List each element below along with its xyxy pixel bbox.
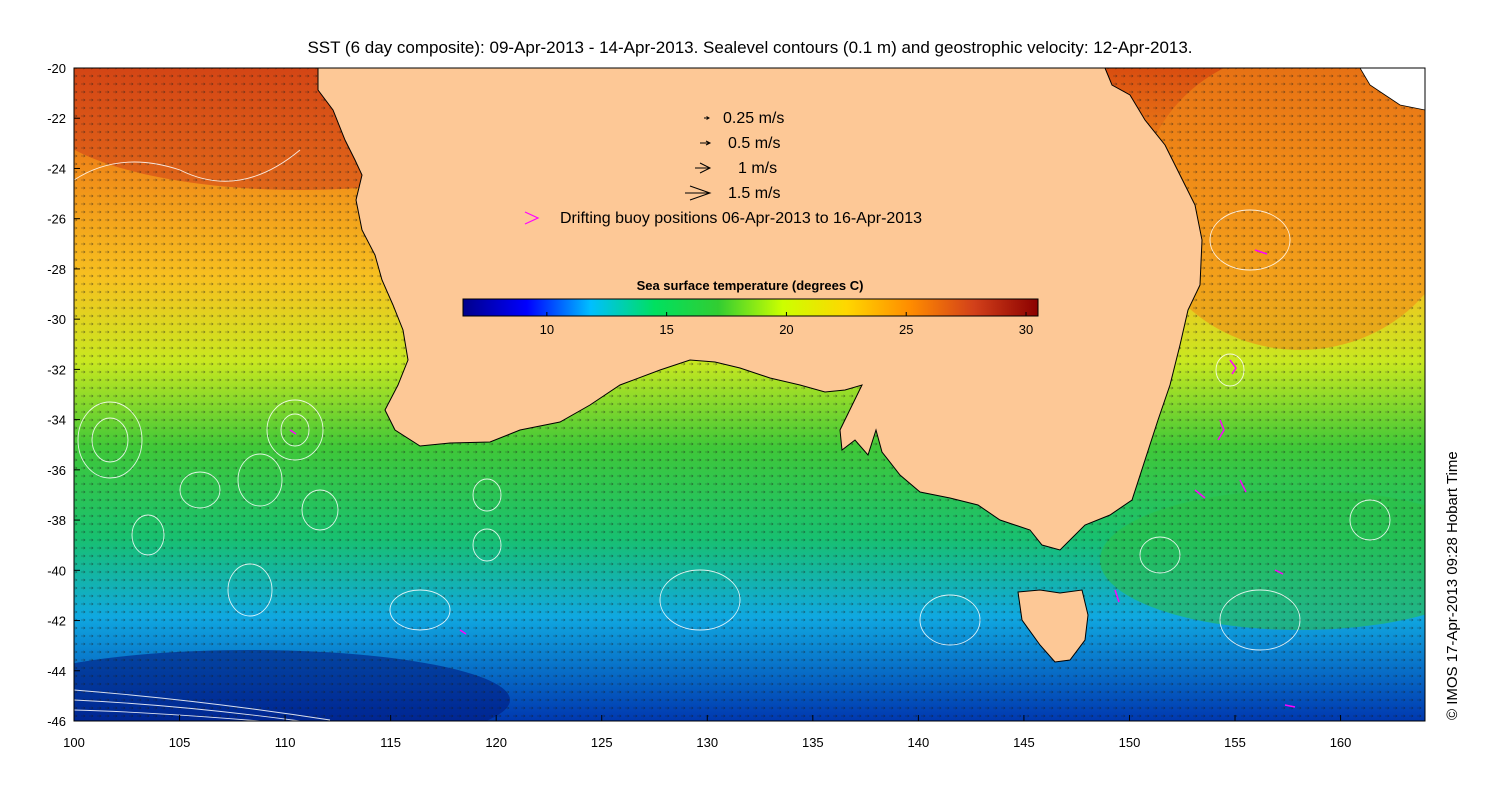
colorbar-title: Sea surface temperature (degrees C) bbox=[637, 278, 864, 293]
y-tick-label: -30 bbox=[47, 312, 66, 327]
colorbar-gradient bbox=[462, 298, 1039, 317]
drifting-buoy-tracks bbox=[289, 249, 1296, 708]
legend-label-025: 0.25 m/s bbox=[723, 110, 784, 127]
legend-arrow-025 bbox=[704, 116, 710, 120]
y-tick-label: -46 bbox=[47, 714, 66, 729]
y-tick-label: -36 bbox=[47, 463, 66, 478]
colorbar-tick-label: 30 bbox=[1019, 322, 1033, 337]
x-tick-label: 160 bbox=[1330, 735, 1352, 750]
legend-buoy-label: Drifting buoy positions 06-Apr-2013 to 1… bbox=[560, 210, 922, 227]
y-tick-label: -28 bbox=[47, 262, 66, 277]
legend-label-15: 1.5 m/s bbox=[728, 185, 780, 202]
new-zealand-edge bbox=[1359, 68, 1425, 111]
x-tick-label: 140 bbox=[908, 735, 930, 750]
colorbar-tick-label: 20 bbox=[779, 322, 793, 337]
y-tick-label: -42 bbox=[47, 614, 66, 629]
y-tick-label: -24 bbox=[47, 161, 66, 176]
legend-arrow-15 bbox=[685, 185, 712, 201]
legend-label-05: 0.5 m/s bbox=[728, 135, 780, 152]
y-tick-label: -20 bbox=[47, 61, 66, 76]
velocity-legend: 0.25 m/s 0.5 m/s 1 m/s 1.5 m/s Drifting … bbox=[524, 110, 922, 227]
x-tick-label: 115 bbox=[380, 735, 401, 750]
colorbar-tick-label: 25 bbox=[899, 322, 913, 337]
x-tick-label: 155 bbox=[1224, 735, 1246, 750]
x-tick-label: 120 bbox=[485, 735, 507, 750]
x-axis: 100 105 110 115 120 125 130 135 140 145 150 155 160 bbox=[63, 715, 1351, 750]
colorbar-ticks: 10 15 20 25 30 bbox=[540, 312, 1033, 337]
copyright-credit: © IMOS 17-Apr-2013 09:28 Hobart Time bbox=[1444, 451, 1461, 720]
y-axis: -20 -22 -24 -26 -28 -30 -32 -34 -36 -38 -40 -42 -44 -… bbox=[47, 61, 80, 729]
tasmania bbox=[1017, 589, 1089, 663]
y-tick-label: -22 bbox=[47, 111, 66, 126]
y-tick-label: -34 bbox=[47, 413, 66, 428]
y-tick-label: -40 bbox=[47, 563, 66, 578]
y-tick-label: -38 bbox=[47, 513, 66, 528]
legend-buoy-marker bbox=[524, 211, 540, 225]
x-tick-label: 145 bbox=[1013, 735, 1035, 750]
x-tick-label: 100 bbox=[63, 735, 85, 750]
colorbar-tick-label: 15 bbox=[659, 322, 673, 337]
x-tick-label: 110 bbox=[275, 735, 296, 750]
x-tick-label: 150 bbox=[1119, 735, 1141, 750]
x-tick-label: 135 bbox=[802, 735, 824, 750]
x-tick-label: 125 bbox=[591, 735, 613, 750]
figure-title: SST (6 day composite): 09-Apr-2013 - 14-… bbox=[307, 38, 1193, 57]
x-tick-label: 130 bbox=[696, 735, 718, 750]
legend-arrow-1 bbox=[695, 162, 712, 174]
y-tick-label: -32 bbox=[47, 362, 66, 377]
legend-label-1: 1 m/s bbox=[738, 160, 777, 177]
y-tick-label: -26 bbox=[47, 212, 66, 227]
sst-colorbar: Sea surface temperature (degrees C) 10 15… bbox=[462, 278, 1039, 337]
map-frame bbox=[73, 67, 1426, 722]
colorbar-tick-label: 10 bbox=[540, 322, 554, 337]
sealevel-contours bbox=[74, 149, 1391, 721]
legend-arrow-05 bbox=[700, 140, 712, 146]
x-tick-label: 105 bbox=[169, 735, 191, 750]
y-tick-label: -44 bbox=[47, 664, 66, 679]
